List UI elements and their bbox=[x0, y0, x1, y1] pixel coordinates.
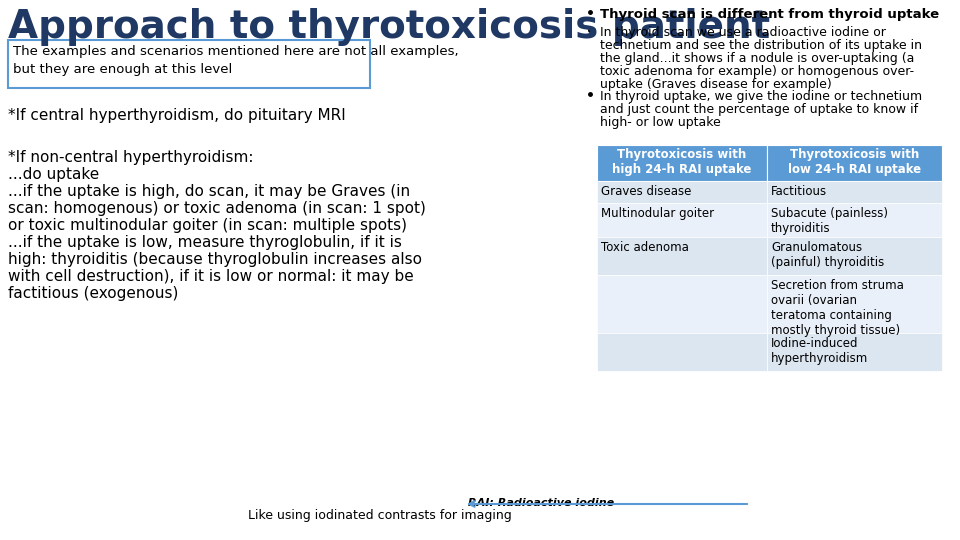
Text: Secretion from struma
ovarii (ovarian
teratoma containing
mostly thyroid tissue): Secretion from struma ovarii (ovarian te… bbox=[771, 279, 904, 337]
Bar bbox=[597, 333, 767, 371]
Bar bbox=[597, 237, 767, 275]
Text: toxic adenoma for example) or homogenous over-: toxic adenoma for example) or homogenous… bbox=[600, 65, 914, 78]
Text: Thyroid scan is different from thyroid uptake: Thyroid scan is different from thyroid u… bbox=[600, 8, 939, 21]
Bar bbox=[767, 275, 942, 333]
Text: Factitious: Factitious bbox=[771, 185, 828, 198]
Bar bbox=[597, 203, 767, 237]
Text: Thyrotoxicosis with
high 24-h RAI uptake: Thyrotoxicosis with high 24-h RAI uptake bbox=[612, 148, 752, 176]
Text: RAI: Radioactive iodine: RAI: Radioactive iodine bbox=[468, 498, 614, 508]
Text: Approach to thyrotoxicosis patient: Approach to thyrotoxicosis patient bbox=[8, 8, 770, 46]
Bar bbox=[767, 237, 942, 275]
Text: or toxic multinodular goiter (in scan: multiple spots): or toxic multinodular goiter (in scan: m… bbox=[8, 218, 407, 233]
Bar bbox=[767, 333, 942, 371]
Bar bbox=[597, 275, 767, 333]
Text: high: thyroiditis (because thyroglobulin increases also: high: thyroiditis (because thyroglobulin… bbox=[8, 252, 422, 267]
Text: the gland...it shows if a nodule is over-uptaking (a: the gland...it shows if a nodule is over… bbox=[600, 52, 914, 65]
Text: *If central hyperthyroidism, do pituitary MRI: *If central hyperthyroidism, do pituitar… bbox=[8, 108, 346, 123]
Text: *If non-central hyperthyroidism:: *If non-central hyperthyroidism: bbox=[8, 150, 253, 165]
Text: technetium and see the distribution of its uptake in: technetium and see the distribution of i… bbox=[600, 39, 922, 52]
Text: and just count the percentage of uptake to know if: and just count the percentage of uptake … bbox=[600, 103, 918, 116]
Bar bbox=[597, 145, 767, 181]
Text: factitious (exogenous): factitious (exogenous) bbox=[8, 286, 179, 301]
Text: In thyroid uptake, we give the iodine or technetium: In thyroid uptake, we give the iodine or… bbox=[600, 90, 923, 103]
Text: high- or low uptake: high- or low uptake bbox=[600, 116, 721, 129]
Text: ...if the uptake is high, do scan, it may be Graves (in: ...if the uptake is high, do scan, it ma… bbox=[8, 184, 410, 199]
Text: scan: homogenous) or toxic adenoma (in scan: 1 spot): scan: homogenous) or toxic adenoma (in s… bbox=[8, 201, 426, 216]
Bar bbox=[597, 181, 767, 203]
Bar bbox=[767, 181, 942, 203]
Text: In thyroid scan we use a radioactive iodine or: In thyroid scan we use a radioactive iod… bbox=[600, 26, 886, 39]
Text: Like using iodinated contrasts for imaging: Like using iodinated contrasts for imagi… bbox=[248, 509, 512, 522]
Text: Iodine-induced
hyperthyroidism: Iodine-induced hyperthyroidism bbox=[771, 337, 868, 365]
FancyBboxPatch shape bbox=[8, 40, 370, 88]
Text: The examples and scenarios mentioned here are not all examples,
but they are eno: The examples and scenarios mentioned her… bbox=[13, 45, 459, 76]
Text: Graves disease: Graves disease bbox=[601, 185, 691, 198]
Text: uptake (Graves disease for example): uptake (Graves disease for example) bbox=[600, 78, 831, 91]
Text: Multinodular goiter: Multinodular goiter bbox=[601, 207, 714, 220]
Bar bbox=[767, 203, 942, 237]
Text: Toxic adenoma: Toxic adenoma bbox=[601, 241, 689, 254]
Bar bbox=[767, 145, 942, 181]
Text: ...do uptake: ...do uptake bbox=[8, 167, 99, 182]
Text: with cell destruction), if it is low or normal: it may be: with cell destruction), if it is low or … bbox=[8, 269, 414, 284]
Text: Subacute (painless)
thyroiditis: Subacute (painless) thyroiditis bbox=[771, 207, 888, 235]
Text: Granulomatous
(painful) thyroiditis: Granulomatous (painful) thyroiditis bbox=[771, 241, 884, 269]
Text: ...if the uptake is low, measure thyroglobulin, if it is: ...if the uptake is low, measure thyrogl… bbox=[8, 235, 402, 250]
Text: Thyrotoxicosis with
low 24-h RAI uptake: Thyrotoxicosis with low 24-h RAI uptake bbox=[788, 148, 921, 176]
